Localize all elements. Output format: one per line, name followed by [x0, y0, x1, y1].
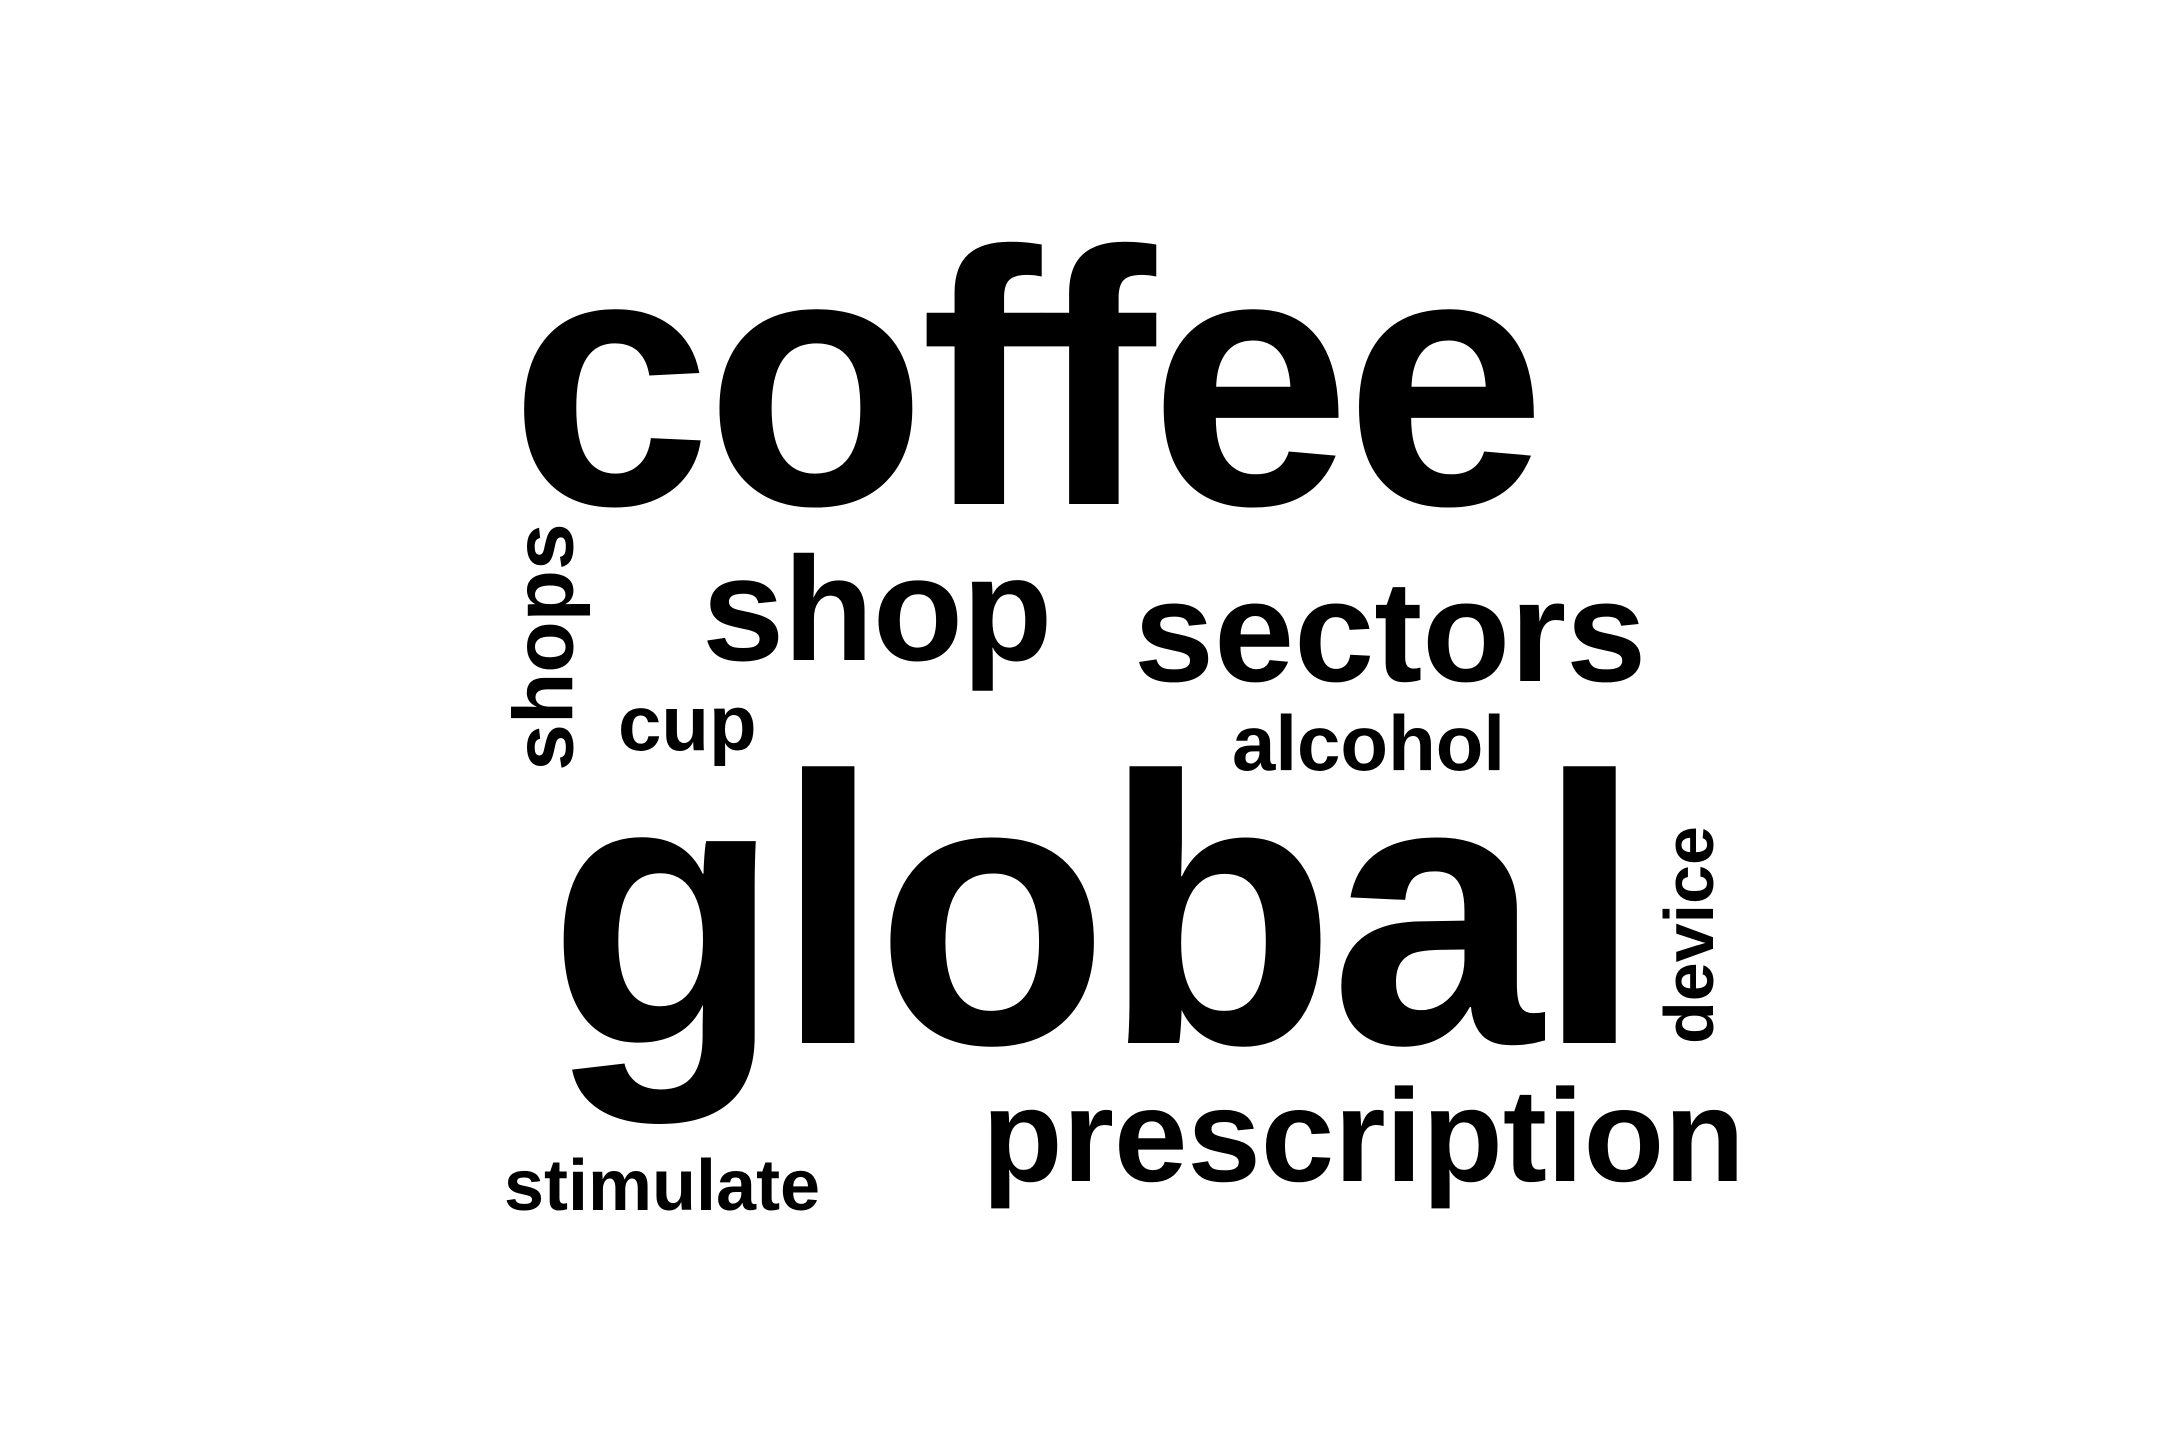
word-coffee: coffee [510, 176, 1546, 581]
word-prescription: prescription [982, 1062, 1745, 1209]
word-alcohol: alcohol [1232, 699, 1506, 787]
word-device: device [1649, 826, 1728, 1044]
word-global: global [548, 697, 1643, 1124]
word-shop: shop [702, 527, 1053, 692]
word-sectors: sectors [1134, 551, 1647, 712]
word-cup: cup [618, 679, 757, 767]
word-stimulate: stimulate [504, 1146, 821, 1226]
